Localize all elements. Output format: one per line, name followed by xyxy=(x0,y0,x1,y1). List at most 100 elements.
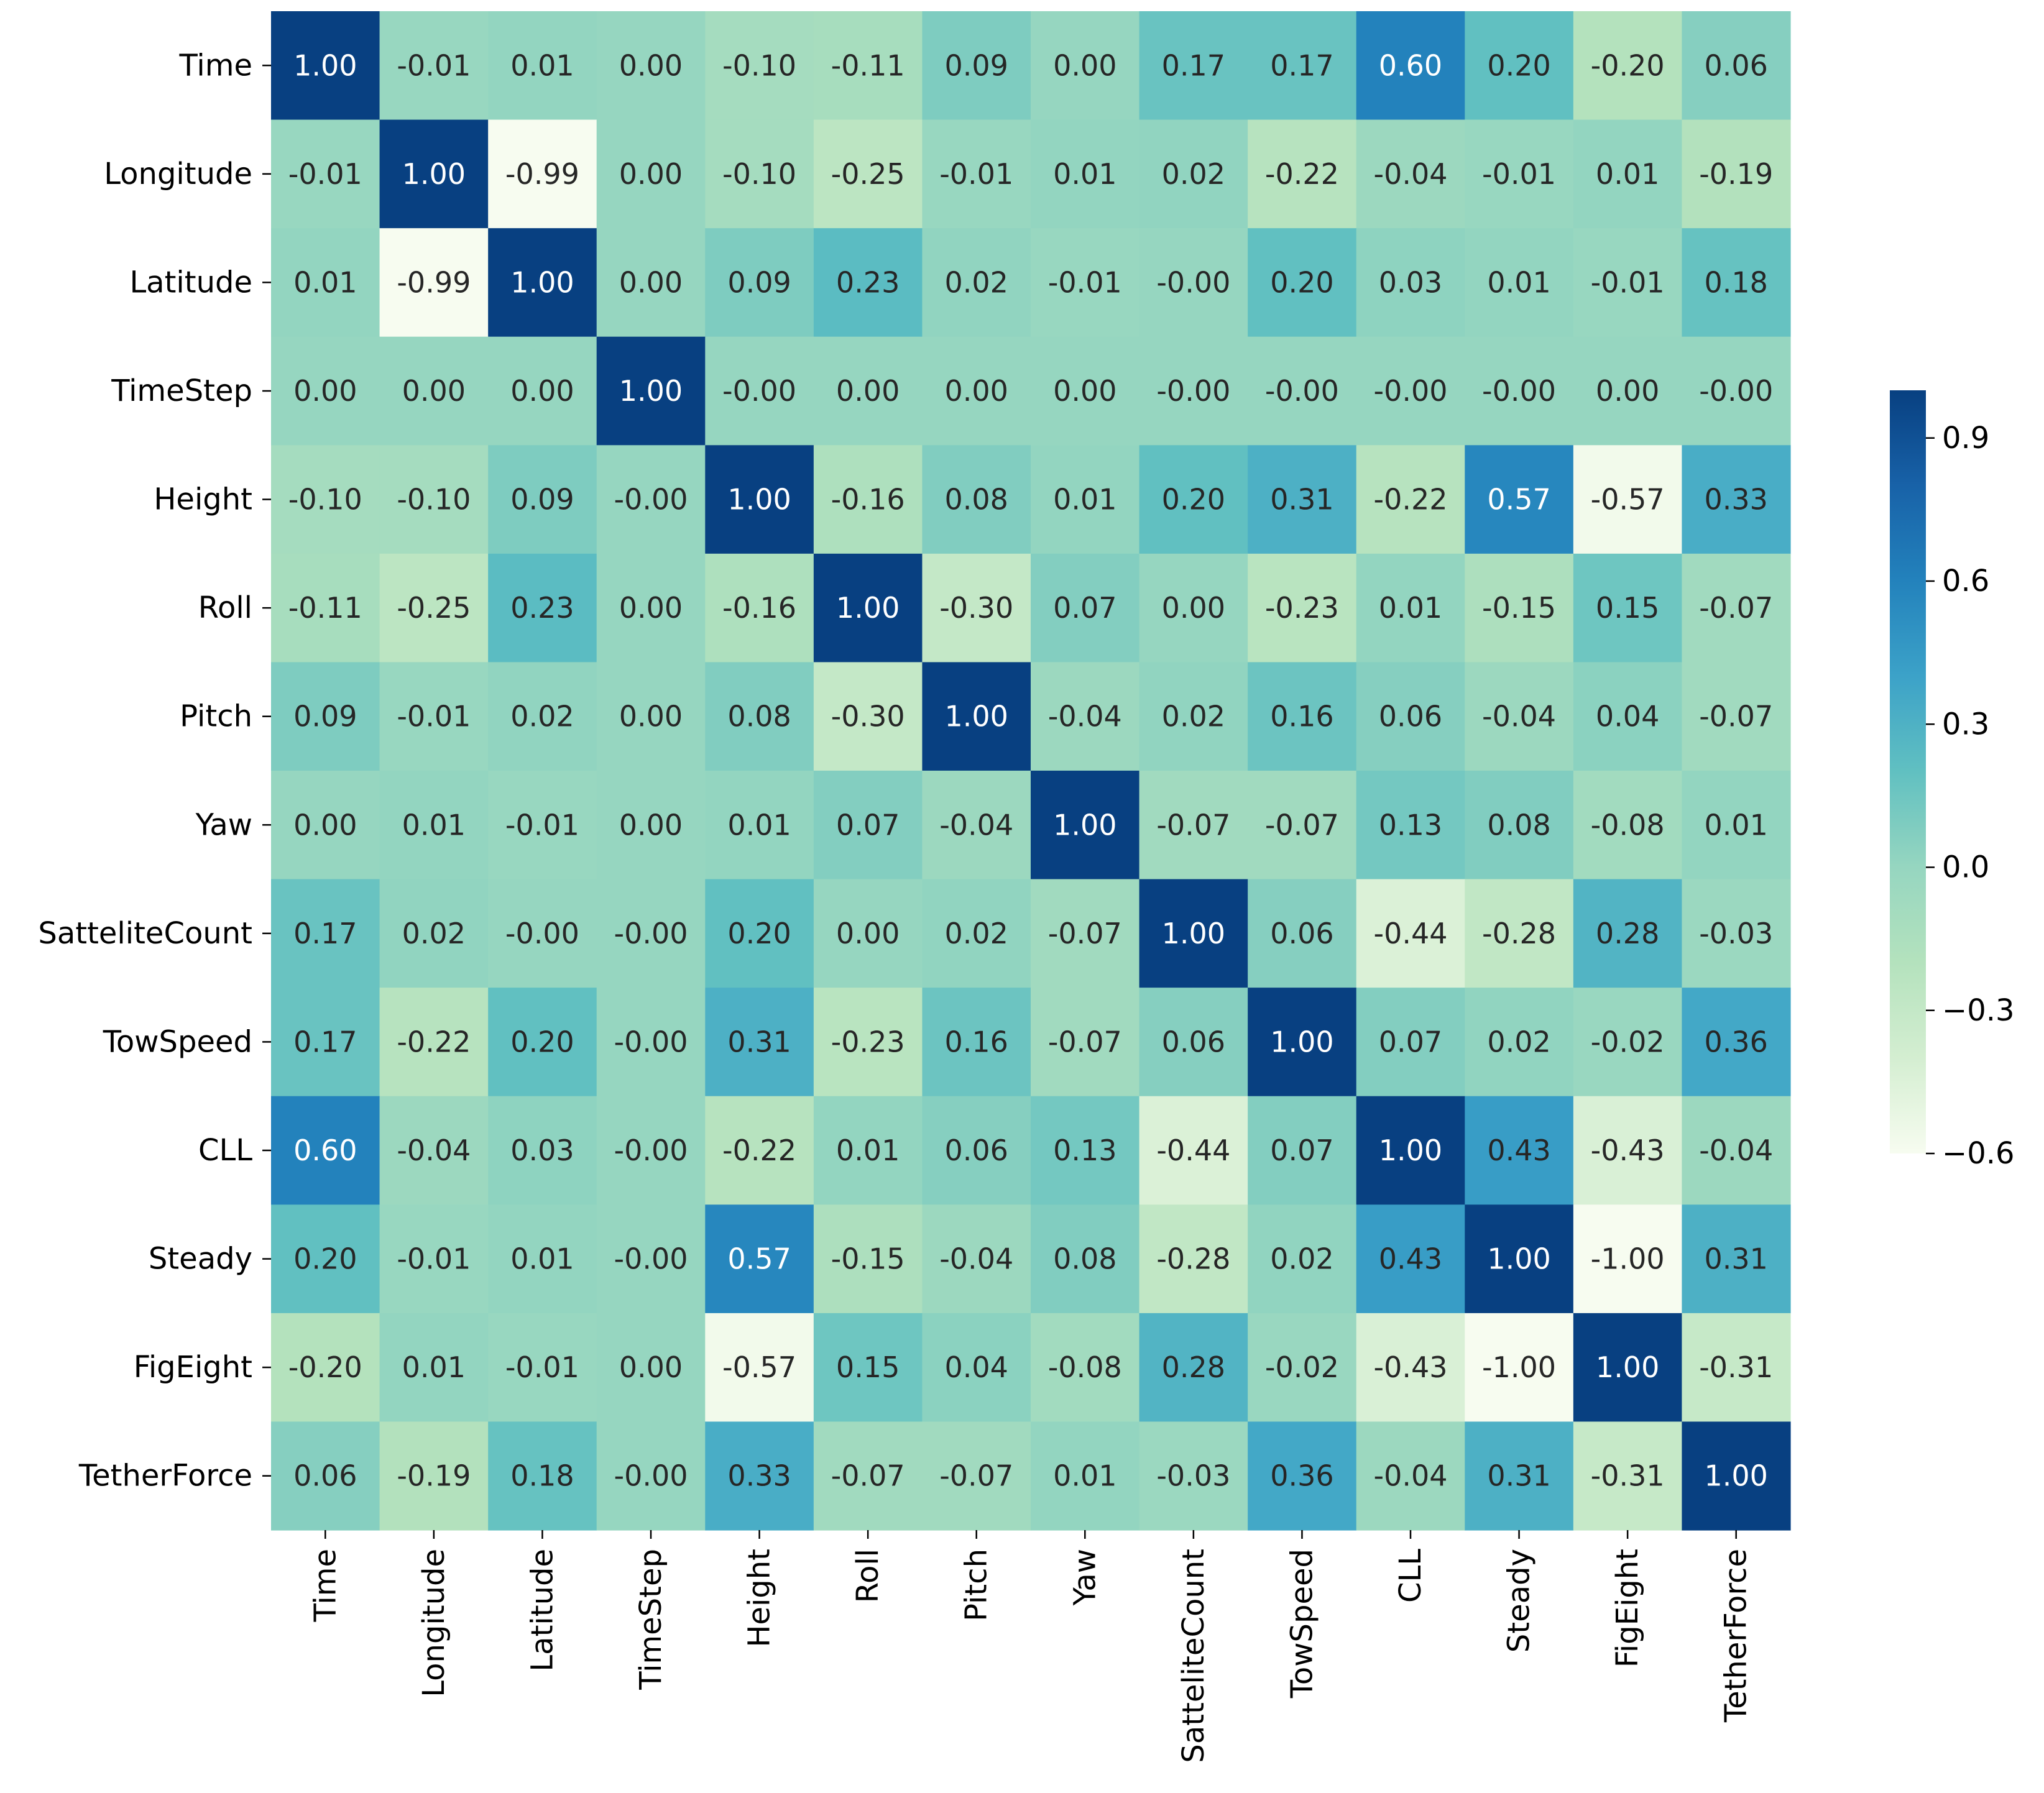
heatmap-cell xyxy=(488,771,597,880)
y-tick-label: FigEight xyxy=(134,1350,252,1385)
cell-value-label: 0.04 xyxy=(945,1350,1008,1384)
cell-value-label: -0.00 xyxy=(1156,374,1230,408)
x-tick-label: TowSpeed xyxy=(1284,1549,1319,1699)
heatmap-cell xyxy=(1139,1313,1248,1423)
cell-value-label: 0.08 xyxy=(1487,808,1550,841)
heatmap-cell xyxy=(1573,662,1683,771)
heatmap-cell xyxy=(1139,553,1248,663)
cell-value-label: -0.00 xyxy=(614,917,688,950)
cell-value-label: 0.09 xyxy=(510,483,574,516)
heatmap-cell xyxy=(1248,988,1357,1097)
cell-value-label: 0.00 xyxy=(1053,48,1116,82)
cell-value-label: 0.08 xyxy=(727,700,791,733)
cell-value-label: 0.07 xyxy=(1053,591,1116,625)
cell-value-label: -0.15 xyxy=(831,1242,905,1276)
cell-value-label: -0.01 xyxy=(1482,157,1556,191)
heatmap-cell xyxy=(1139,336,1248,446)
heatmap-cells xyxy=(271,11,1791,1531)
cell-value-label: 0.02 xyxy=(945,265,1008,299)
cell-value-label: 0.00 xyxy=(619,1350,683,1384)
heatmap-cell xyxy=(922,445,1031,554)
heatmap-cell xyxy=(1682,771,1791,880)
cell-value-label: 0.02 xyxy=(402,917,466,950)
cell-value-label: -0.23 xyxy=(1265,591,1339,625)
heatmap-cell xyxy=(1573,445,1683,554)
heatmap-cell xyxy=(596,336,706,446)
cell-value-label: 1.00 xyxy=(510,265,574,299)
y-tick-label: Roll xyxy=(198,590,252,625)
cell-value-label: -0.07 xyxy=(939,1459,1013,1493)
cell-value-label: 0.33 xyxy=(1705,483,1768,516)
heatmap-cell xyxy=(596,1421,706,1531)
heatmap-cell xyxy=(1248,1096,1357,1205)
cell-value-label: -0.01 xyxy=(505,1350,579,1384)
heatmap-cell xyxy=(1465,1204,1574,1314)
heatmap-cell xyxy=(596,1204,706,1314)
y-tick-label: Longitude xyxy=(104,157,252,191)
heatmap-cell xyxy=(596,228,706,337)
cell-value-label: 0.43 xyxy=(1487,1134,1550,1167)
heatmap-cell xyxy=(1031,553,1140,663)
heatmap-cell xyxy=(379,988,489,1097)
cell-value-label: -0.15 xyxy=(1482,591,1556,625)
y-tick-label: Pitch xyxy=(180,699,252,734)
heatmap-cell xyxy=(1139,771,1248,880)
x-tick-label: FigEight xyxy=(1610,1549,1645,1667)
heatmap-cell xyxy=(379,119,489,229)
cell-value-label: -0.02 xyxy=(1265,1350,1339,1384)
heatmap-cell xyxy=(488,1204,597,1314)
cell-value-label: -0.04 xyxy=(1699,1134,1773,1167)
cell-value-label: 0.00 xyxy=(293,374,357,408)
cell-annotations: 1.00 -0.01 0.01 0.00 -0.10 -0.11 0.09 0.00 0.17 0… xyxy=(288,48,1773,1492)
colorbar-tick-label: 0.9 xyxy=(1942,421,1989,456)
heatmap-cell xyxy=(1465,771,1574,880)
cell-value-label: -0.25 xyxy=(831,157,905,191)
heatmap-cell xyxy=(1031,228,1140,337)
heatmap-cell xyxy=(379,1313,489,1423)
heatmap-cell xyxy=(1248,336,1357,446)
x-tick-label: TimeStep xyxy=(633,1549,668,1690)
heatmap-cell xyxy=(488,445,597,554)
heatmap-cell xyxy=(1682,879,1791,988)
cell-value-label: -0.57 xyxy=(1591,483,1665,516)
cell-value-label: -0.03 xyxy=(1699,917,1773,950)
colorbar-tick-label: −0.3 xyxy=(1942,993,2015,1028)
cell-value-label: 0.01 xyxy=(1705,808,1768,841)
heatmap-cell xyxy=(922,1313,1031,1423)
cell-value-label: 0.01 xyxy=(402,808,466,841)
cell-value-label: 0.23 xyxy=(510,591,574,625)
cell-value-label: -0.44 xyxy=(1373,917,1447,950)
cell-value-label: -0.04 xyxy=(939,1242,1013,1276)
cell-value-label: 0.43 xyxy=(1379,1242,1442,1276)
heatmap-cell xyxy=(922,1421,1031,1531)
heatmap-cell xyxy=(1356,879,1465,988)
cell-value-label: 1.00 xyxy=(1705,1459,1768,1493)
cell-value-label: -0.28 xyxy=(1156,1242,1230,1276)
x-tick-label: Steady xyxy=(1502,1549,1537,1653)
cell-value-label: 0.00 xyxy=(1162,591,1225,625)
heatmap-cell xyxy=(1465,119,1574,229)
y-tick-label: CLL xyxy=(198,1133,252,1168)
heatmap-cell xyxy=(271,1313,380,1423)
heatmap-cell xyxy=(1031,662,1140,771)
cell-value-label: 0.00 xyxy=(619,700,683,733)
cell-value-label: -0.30 xyxy=(831,700,905,733)
heatmap-cell xyxy=(922,771,1031,880)
heatmap-cell xyxy=(488,1096,597,1205)
cell-value-label: -0.04 xyxy=(1048,700,1122,733)
y-axis: Time Longitude Latitude TimeStep Height Roll P… xyxy=(38,48,271,1493)
heatmap-cell xyxy=(705,119,814,229)
heatmap-cell xyxy=(705,879,814,988)
heatmap-cell xyxy=(1465,228,1574,337)
cell-value-label: 0.01 xyxy=(402,1350,466,1384)
heatmap-cell xyxy=(1248,228,1357,337)
heatmap-cell xyxy=(596,119,706,229)
cell-value-label: -0.08 xyxy=(1591,808,1665,841)
heatmap-cell xyxy=(1356,336,1465,446)
heatmap-cell xyxy=(488,879,597,988)
cell-value-label: -0.16 xyxy=(722,591,796,625)
heatmap-cell xyxy=(488,11,597,121)
y-tick-label: Yaw xyxy=(195,807,252,842)
cell-value-label: 1.00 xyxy=(945,700,1008,733)
cell-value-label: -0.19 xyxy=(1699,157,1773,191)
